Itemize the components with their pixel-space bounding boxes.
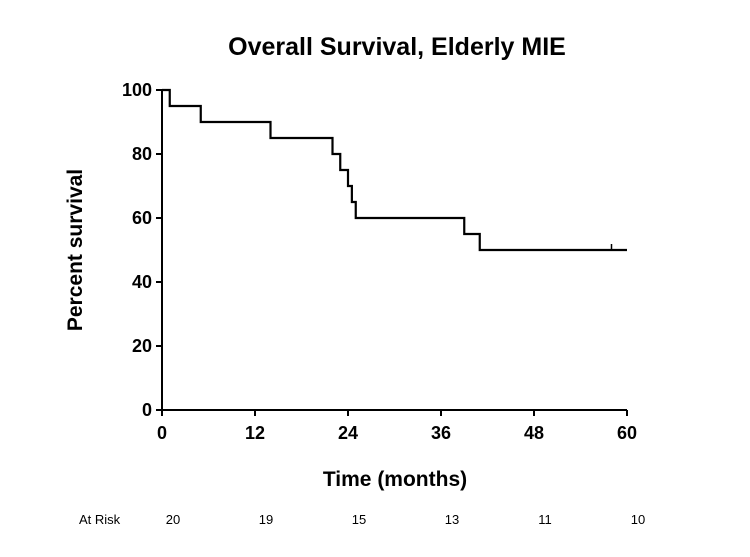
y-tick-label: 60 — [132, 208, 152, 228]
y-tick-label: 80 — [132, 144, 152, 164]
at-risk-count: 20 — [166, 512, 180, 527]
x-tick-label: 12 — [245, 423, 265, 443]
x-tick-label: 24 — [338, 423, 358, 443]
y-tick-label: 100 — [122, 80, 152, 100]
at-risk-count: 10 — [631, 512, 645, 527]
axes-group — [161, 90, 627, 411]
survival-curve-group — [162, 88, 627, 252]
at-risk-count: 13 — [445, 512, 459, 527]
ticks-group: 0 20 40 60 80 100 0 12 24 36 48 60 — [122, 80, 637, 443]
y-tick-label: 0 — [142, 400, 152, 420]
survival-curve — [162, 88, 627, 252]
y-tick-label: 40 — [132, 272, 152, 292]
at-risk-label: At Risk — [79, 512, 121, 527]
x-tick-label: 48 — [524, 423, 544, 443]
at-risk-table: At Risk 20 19 15 13 11 10 — [79, 512, 645, 527]
x-tick-label: 36 — [431, 423, 451, 443]
chart-title: Overall Survival, Elderly MIE — [228, 33, 566, 61]
x-tick-label: 60 — [617, 423, 637, 443]
y-tick-label: 20 — [132, 336, 152, 356]
y-axis-label: Percent survival — [64, 169, 87, 331]
at-risk-count: 15 — [352, 512, 366, 527]
x-tick-label: 0 — [157, 423, 167, 443]
at-risk-count: 11 — [538, 512, 552, 527]
at-risk-count: 19 — [259, 512, 273, 527]
x-axis-label: Time (months) — [323, 468, 467, 491]
